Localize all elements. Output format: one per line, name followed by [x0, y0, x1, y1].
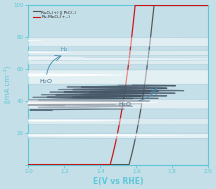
Circle shape: [0, 59, 34, 61]
X-axis label: E(V vs RHE): E(V vs RHE): [93, 177, 144, 186]
Circle shape: [0, 57, 87, 58]
Circle shape: [0, 133, 216, 139]
Y-axis label: j(mA cm⁻²): j(mA cm⁻²): [3, 66, 11, 104]
Circle shape: [0, 56, 216, 60]
Circle shape: [0, 70, 216, 84]
Text: $\mathrm{H_2O}$: $\mathrm{H_2O}$: [118, 100, 133, 108]
Circle shape: [0, 58, 216, 65]
Circle shape: [0, 134, 216, 138]
Circle shape: [0, 101, 160, 104]
Text: $\mathrm{H_2}$: $\mathrm{H_2}$: [60, 46, 68, 54]
Text: $\mathrm{H_2O}$: $\mathrm{H_2O}$: [39, 77, 54, 86]
Circle shape: [0, 73, 125, 77]
Circle shape: [0, 119, 216, 125]
Circle shape: [0, 52, 70, 53]
Circle shape: [0, 38, 216, 46]
Circle shape: [51, 135, 186, 136]
Circle shape: [0, 50, 216, 56]
Circle shape: [0, 99, 216, 109]
Circle shape: [0, 120, 122, 122]
Legend: RuO₂(+) ∥ PtC(-), Ru-MoOₓ(+,-): RuO₂(+) ∥ PtC(-), Ru-MoOₓ(+,-): [32, 9, 77, 19]
Circle shape: [0, 40, 43, 42]
Circle shape: [0, 134, 147, 136]
